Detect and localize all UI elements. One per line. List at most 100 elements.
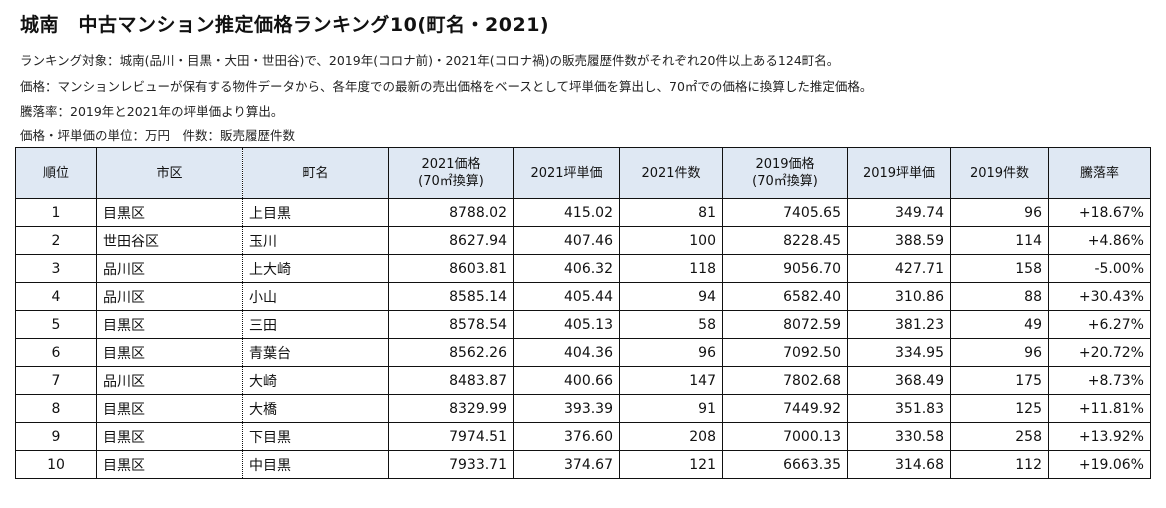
cell-town: 大橋 [242,394,389,423]
cell-tsubo-2021: 405.44 [513,282,620,311]
table-row: 10 目黒区 中目黒 7933.71 374.67 121 6663.35 314.68 112… [15,450,1151,479]
cell-price-2019: 7802.68 [722,366,848,395]
cell-town: 上大崎 [242,254,389,283]
cell-price-2019: 7000.13 [722,422,848,451]
page-title: 城南 中古マンション推定価格ランキング10(町名・2021) [20,14,550,36]
cell-town: 上目黒 [242,198,389,227]
cell-price-2021: 8562.26 [388,338,514,367]
cell-price-2021: 7974.51 [388,422,514,451]
col-header-count-2019: 2019件数 [950,147,1049,199]
table-header-row: 順位 市区 町名 2021価格 (70㎡換算) 2021坪単価 2021件数 2… [15,147,1151,199]
cell-price-2021: 8627.94 [388,226,514,255]
cell-price-2019: 7449.92 [722,394,848,423]
cell-count-2019: 96 [950,198,1049,227]
col-header-price-2019-line2: (70㎡換算) [752,174,818,189]
cell-price-2019: 7405.65 [722,198,848,227]
cell-town: 下目黒 [242,422,389,451]
cell-tsubo-2021: 405.13 [513,310,620,339]
cell-town: 青葉台 [242,338,389,367]
col-header-change-rate: 騰落率 [1048,147,1151,199]
cell-tsubo-2019: 310.86 [847,282,951,311]
cell-count-2019: 258 [950,422,1049,451]
cell-ward: 品川区 [96,282,243,311]
cell-tsubo-2021: 404.36 [513,338,620,367]
note-price: 価格：マンションレビューが保有する物件データから、各年度での最新の売出価格をベー… [20,79,873,94]
cell-tsubo-2021: 406.32 [513,254,620,283]
cell-rank: 6 [15,338,97,367]
col-header-price-2019: 2019価格 (70㎡換算) [722,147,848,199]
cell-price-2019: 7092.50 [722,338,848,367]
cell-change-rate: +4.86% [1048,226,1151,255]
table-row: 4 品川区 小山 8585.14 405.44 94 6582.40 310.86 88 +30.… [15,282,1151,311]
table-row: 6 目黒区 青葉台 8562.26 404.36 96 7092.50 334.95 96 +20… [15,338,1151,367]
cell-town: 玉川 [242,226,389,255]
note-change-rate: 騰落率：2019年と2021年の坪単価より算出。 [20,104,284,119]
cell-tsubo-2019: 334.95 [847,338,951,367]
ranking-table: 順位 市区 町名 2021価格 (70㎡換算) 2021坪単価 2021件数 2… [15,147,1151,479]
cell-count-2021: 147 [619,366,723,395]
col-header-price-2021: 2021価格 (70㎡換算) [388,147,514,199]
cell-count-2021: 96 [619,338,723,367]
cell-tsubo-2021: 400.66 [513,366,620,395]
cell-tsubo-2019: 351.83 [847,394,951,423]
cell-ward: 世田谷区 [96,226,243,255]
cell-count-2021: 208 [619,422,723,451]
cell-count-2021: 81 [619,198,723,227]
cell-ward: 目黒区 [96,338,243,367]
cell-tsubo-2019: 427.71 [847,254,951,283]
note-units: 価格・坪単価の単位：万円 件数：販売履歴件数 [20,128,296,143]
cell-count-2019: 112 [950,450,1049,479]
cell-ward: 目黒区 [96,198,243,227]
cell-price-2019: 6663.35 [722,450,848,479]
cell-tsubo-2021: 415.02 [513,198,620,227]
cell-count-2021: 100 [619,226,723,255]
cell-count-2019: 88 [950,282,1049,311]
cell-town: 小山 [242,282,389,311]
cell-rank: 7 [15,366,97,395]
col-header-price-2019-line1: 2019価格 [755,157,815,172]
cell-tsubo-2019: 381.23 [847,310,951,339]
cell-rank: 10 [15,450,97,479]
cell-ward: 目黒区 [96,310,243,339]
cell-count-2021: 121 [619,450,723,479]
cell-change-rate: +18.67% [1048,198,1151,227]
cell-change-rate: +11.81% [1048,394,1151,423]
cell-change-rate: +8.73% [1048,366,1151,395]
cell-ward: 品川区 [96,366,243,395]
cell-count-2021: 118 [619,254,723,283]
cell-count-2019: 125 [950,394,1049,423]
cell-price-2021: 8483.87 [388,366,514,395]
cell-price-2021: 7933.71 [388,450,514,479]
cell-count-2021: 94 [619,282,723,311]
cell-price-2021: 8603.81 [388,254,514,283]
cell-ward: 目黒区 [96,450,243,479]
cell-change-rate: -5.00% [1048,254,1151,283]
cell-tsubo-2019: 330.58 [847,422,951,451]
col-header-count-2021: 2021件数 [619,147,723,199]
cell-rank: 4 [15,282,97,311]
col-header-town: 町名 [242,147,389,199]
table-row: 5 目黒区 三田 8578.54 405.13 58 8072.59 381.23 49 +6.2… [15,310,1151,339]
cell-change-rate: +19.06% [1048,450,1151,479]
cell-count-2021: 58 [619,310,723,339]
col-header-price-2021-line1: 2021価格 [421,157,481,172]
col-header-rank: 順位 [15,147,97,199]
table-row: 3 品川区 上大崎 8603.81 406.32 118 9056.70 427.71 158-… [15,254,1151,283]
cell-price-2021: 8585.14 [388,282,514,311]
cell-rank: 3 [15,254,97,283]
cell-rank: 2 [15,226,97,255]
cell-count-2019: 158 [950,254,1049,283]
cell-ward: 目黒区 [96,394,243,423]
cell-rank: 8 [15,394,97,423]
cell-tsubo-2021: 407.46 [513,226,620,255]
col-header-ward: 市区 [96,147,243,199]
cell-tsubo-2021: 374.67 [513,450,620,479]
note-target: ランキング対象：城南(品川・目黒・大田・世田谷)で、2019年(コロナ前)・20… [20,53,840,68]
cell-tsubo-2021: 393.39 [513,394,620,423]
table-row: 7 品川区 大崎 8483.87 400.66 147 7802.68 368.49 175 +8… [15,366,1151,395]
cell-price-2019: 8072.59 [722,310,848,339]
cell-town: 三田 [242,310,389,339]
cell-tsubo-2019: 314.68 [847,450,951,479]
cell-tsubo-2019: 349.74 [847,198,951,227]
